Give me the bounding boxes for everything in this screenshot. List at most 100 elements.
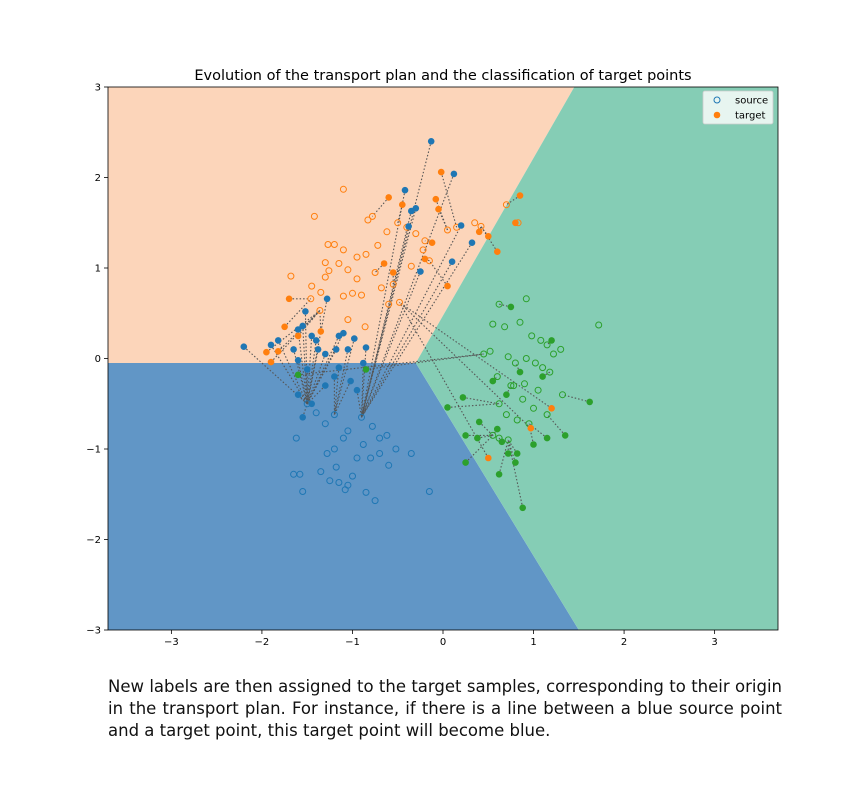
- source-points: [287, 185, 603, 505]
- transport-line: [306, 349, 319, 404]
- source-point: [546, 368, 554, 376]
- legend: source target: [702, 90, 774, 125]
- target-point: [417, 268, 424, 275]
- source-point: [368, 422, 376, 430]
- target-point: [360, 359, 367, 367]
- source-point: [480, 350, 488, 358]
- transport-line: [277, 340, 308, 405]
- target-point: [303, 366, 311, 373]
- source-point: [396, 298, 403, 306]
- target-point: [459, 394, 467, 401]
- source-point: [292, 434, 300, 442]
- source-point: [339, 292, 347, 300]
- source-point: [412, 230, 420, 238]
- source-point: [344, 427, 352, 435]
- source-point: [425, 488, 433, 495]
- target-point: [539, 373, 546, 380]
- target-point: [362, 344, 370, 351]
- transport-line: [333, 367, 340, 415]
- source-point: [353, 253, 361, 261]
- target-point: [503, 391, 510, 399]
- legend-marker-target: [713, 111, 721, 119]
- target-point: [240, 343, 248, 351]
- source-point: [376, 450, 384, 457]
- source-point: [421, 237, 429, 245]
- target-point: [362, 366, 370, 373]
- y-tick-label: 0: [95, 354, 101, 365]
- legend-box: [702, 90, 774, 125]
- transport-line: [507, 439, 518, 454]
- target-point: [474, 434, 481, 442]
- source-point: [493, 373, 501, 381]
- y-tick-label: −1: [86, 445, 101, 456]
- source-point: [321, 420, 329, 428]
- transport-line: [477, 434, 493, 439]
- transport-line: [360, 208, 417, 418]
- target-point: [332, 346, 340, 353]
- source-point: [317, 288, 325, 296]
- region-orange: [108, 87, 575, 363]
- transport-line: [360, 271, 421, 418]
- source-point: [531, 359, 539, 367]
- target-points: [240, 138, 593, 512]
- target-point: [421, 255, 429, 263]
- target-point: [317, 328, 325, 335]
- transport-line: [507, 439, 524, 508]
- caption-text: New labels are then assigned to the targ…: [108, 677, 782, 740]
- target-point: [462, 459, 469, 466]
- source-point: [528, 332, 536, 340]
- y-tick-label: 3: [95, 83, 101, 94]
- source-point: [335, 479, 343, 486]
- target-point: [380, 260, 388, 267]
- source-point: [361, 323, 369, 331]
- source-point: [502, 201, 510, 209]
- source-point: [385, 300, 393, 308]
- target-point: [427, 138, 435, 145]
- region-green: [415, 87, 778, 630]
- target-point: [432, 195, 440, 203]
- source-point: [489, 320, 497, 328]
- target-point: [312, 337, 320, 344]
- target-point: [435, 205, 442, 213]
- target-point: [267, 358, 275, 366]
- legend-marker-source: [713, 96, 721, 104]
- target-point: [512, 459, 519, 466]
- target-point: [347, 377, 354, 385]
- source-point: [522, 355, 530, 362]
- transport-line: [297, 394, 308, 405]
- source-point: [407, 450, 415, 457]
- source-point: [308, 282, 316, 290]
- transport-line: [447, 403, 500, 408]
- source-point: [339, 185, 347, 193]
- source-point: [559, 391, 566, 399]
- target-point: [475, 418, 483, 426]
- transport-line: [361, 225, 462, 418]
- source-point: [368, 212, 376, 220]
- source-point: [287, 272, 295, 280]
- source-point: [511, 359, 519, 367]
- source-point: [486, 347, 494, 355]
- source-point: [321, 273, 329, 281]
- target-point: [314, 346, 322, 353]
- source-point: [377, 284, 385, 292]
- source-point: [344, 316, 352, 324]
- transport-line: [306, 340, 317, 404]
- target-point: [475, 228, 483, 236]
- target-point: [527, 424, 535, 432]
- target-point: [498, 438, 506, 446]
- target-point: [353, 386, 361, 394]
- source-point: [471, 219, 479, 227]
- transport-line: [440, 171, 458, 228]
- transport-line: [306, 335, 313, 404]
- y-tick-label: 1: [95, 264, 101, 275]
- source-point: [502, 411, 510, 419]
- target-point: [516, 192, 524, 199]
- source-point: [332, 463, 340, 471]
- target-point: [412, 205, 420, 212]
- target-point: [263, 348, 270, 356]
- source-point: [392, 445, 400, 453]
- x-tick-label: −3: [164, 637, 179, 648]
- target-point: [462, 432, 469, 439]
- transport-line: [297, 360, 308, 404]
- source-point: [550, 350, 557, 358]
